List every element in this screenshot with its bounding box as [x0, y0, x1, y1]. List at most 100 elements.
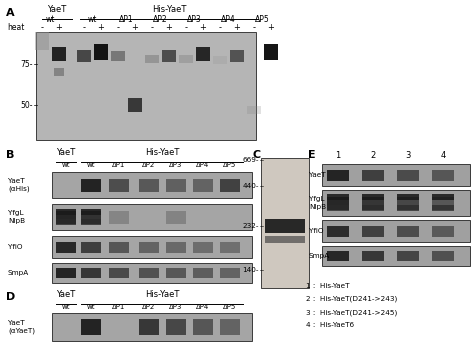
Text: ΔP5: ΔP5 — [255, 15, 270, 24]
Text: ΔP2: ΔP2 — [153, 15, 168, 24]
Text: -: - — [117, 24, 119, 33]
Bar — [56, 268, 76, 278]
Bar — [36, 32, 256, 140]
Bar — [109, 268, 129, 278]
Bar — [362, 251, 384, 261]
Text: wt: wt — [46, 15, 55, 24]
Bar — [432, 205, 454, 211]
Text: ΔP4: ΔP4 — [196, 162, 210, 168]
Text: YaeT: YaeT — [47, 5, 67, 14]
Bar — [128, 98, 142, 112]
Bar — [432, 197, 454, 209]
Text: 4 :  His-YaeT6: 4 : His-YaeT6 — [306, 322, 354, 328]
Bar — [179, 55, 193, 63]
Bar — [145, 55, 159, 63]
Bar — [139, 268, 159, 278]
Bar — [81, 179, 101, 192]
Text: -: - — [82, 24, 85, 33]
Text: YaeT
(αHis): YaeT (αHis) — [8, 178, 29, 192]
Bar — [54, 68, 64, 76]
Bar — [52, 204, 252, 230]
Bar — [220, 319, 240, 335]
Text: 140-: 140- — [243, 267, 259, 273]
Text: ΔP3: ΔP3 — [169, 304, 182, 310]
Bar — [362, 194, 384, 200]
Bar — [397, 197, 419, 209]
Bar — [220, 242, 240, 252]
Text: His-YaeT: His-YaeT — [145, 290, 179, 299]
Text: +: + — [165, 24, 173, 33]
Bar — [196, 47, 210, 62]
Bar — [81, 242, 101, 252]
Bar — [362, 197, 384, 209]
Text: YaeT
(αYaeT): YaeT (αYaeT) — [8, 320, 35, 334]
Bar — [56, 211, 76, 223]
Text: 4: 4 — [440, 151, 446, 160]
Text: YfiO: YfiO — [309, 228, 323, 234]
Bar — [432, 194, 454, 200]
Text: ΔP2: ΔP2 — [142, 162, 155, 168]
Text: +: + — [267, 24, 274, 33]
Bar — [109, 179, 129, 192]
Bar — [56, 219, 76, 224]
Bar — [327, 226, 349, 237]
Text: His-YaeT: His-YaeT — [145, 148, 179, 157]
Text: D: D — [6, 292, 15, 302]
Bar — [35, 32, 49, 50]
Bar — [81, 219, 101, 224]
Text: 75-: 75- — [20, 60, 33, 69]
Bar — [327, 205, 349, 211]
Text: C: C — [253, 150, 261, 160]
Text: YaeT: YaeT — [56, 148, 76, 157]
Text: A: A — [6, 8, 15, 18]
Bar — [52, 172, 252, 198]
Bar — [397, 169, 419, 180]
Bar — [139, 179, 159, 192]
Bar — [52, 313, 252, 341]
Bar — [193, 268, 213, 278]
Bar — [432, 169, 454, 180]
Bar — [261, 158, 309, 288]
Bar — [362, 205, 384, 211]
Text: 50-: 50- — [20, 101, 33, 110]
Text: ΔP1: ΔP1 — [112, 304, 126, 310]
Bar — [52, 236, 252, 258]
Text: YaeT: YaeT — [56, 290, 76, 299]
Bar — [81, 268, 101, 278]
Bar — [56, 242, 76, 252]
Bar — [230, 50, 244, 62]
Bar — [322, 246, 470, 266]
Text: wt: wt — [62, 162, 70, 168]
Bar — [109, 242, 129, 252]
Text: SmpA: SmpA — [8, 270, 29, 276]
Bar — [397, 251, 419, 261]
Text: ΔP4: ΔP4 — [221, 15, 236, 24]
Bar — [81, 319, 101, 335]
Bar — [213, 57, 227, 64]
Text: +: + — [132, 24, 138, 33]
Text: E: E — [308, 150, 316, 160]
Bar — [265, 236, 305, 242]
Text: 3: 3 — [405, 151, 410, 160]
Bar — [220, 179, 240, 192]
Text: -: - — [184, 24, 188, 33]
Text: 440-: 440- — [243, 183, 259, 189]
Text: ΔP1: ΔP1 — [112, 162, 126, 168]
Text: 3 :  His-YaeT(D241->245): 3 : His-YaeT(D241->245) — [306, 309, 397, 315]
Bar — [265, 219, 305, 233]
Bar — [56, 209, 76, 215]
Bar — [166, 242, 186, 252]
Text: wt: wt — [88, 15, 97, 24]
Bar — [397, 194, 419, 200]
Bar — [193, 319, 213, 335]
Text: wt: wt — [87, 162, 95, 168]
Text: -: - — [151, 24, 154, 33]
Text: 2 :  His-YaeT(D241->243): 2 : His-YaeT(D241->243) — [306, 296, 397, 303]
Bar — [52, 47, 66, 62]
Bar — [432, 226, 454, 237]
Bar — [77, 50, 91, 62]
Bar — [397, 205, 419, 211]
Text: YfgL
NlpB: YfgL NlpB — [309, 197, 326, 209]
Text: +: + — [234, 24, 240, 33]
Text: SmpA: SmpA — [309, 253, 330, 259]
